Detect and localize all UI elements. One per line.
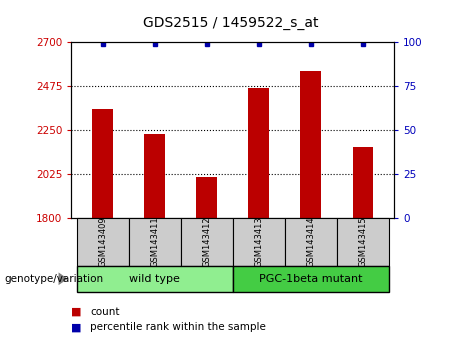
Text: GSM143412: GSM143412 bbox=[202, 216, 211, 267]
Bar bbox=[144, 134, 165, 218]
Text: genotype/variation: genotype/variation bbox=[5, 274, 104, 284]
Text: ■: ■ bbox=[71, 322, 82, 332]
Bar bbox=[233, 266, 389, 292]
Text: percentile rank within the sample: percentile rank within the sample bbox=[90, 322, 266, 332]
Polygon shape bbox=[59, 273, 68, 285]
Bar bbox=[129, 218, 181, 266]
Bar bbox=[301, 71, 321, 218]
Bar bbox=[353, 147, 373, 218]
Text: GSM143415: GSM143415 bbox=[358, 216, 367, 267]
Text: count: count bbox=[90, 307, 119, 316]
Bar bbox=[196, 177, 217, 218]
Text: ■: ■ bbox=[71, 307, 82, 316]
Text: GSM143409: GSM143409 bbox=[98, 216, 107, 267]
Text: GSM143414: GSM143414 bbox=[307, 216, 315, 267]
Bar bbox=[248, 88, 269, 218]
Bar bbox=[285, 218, 337, 266]
Bar bbox=[337, 218, 389, 266]
Bar bbox=[92, 109, 113, 218]
Text: PGC-1beta mutant: PGC-1beta mutant bbox=[259, 274, 363, 284]
Text: GDS2515 / 1459522_s_at: GDS2515 / 1459522_s_at bbox=[143, 16, 318, 30]
Bar bbox=[77, 266, 233, 292]
Text: GSM143411: GSM143411 bbox=[150, 216, 159, 267]
Text: GSM143413: GSM143413 bbox=[254, 216, 263, 267]
Bar bbox=[77, 218, 129, 266]
Text: wild type: wild type bbox=[129, 274, 180, 284]
Bar bbox=[181, 218, 233, 266]
Bar bbox=[233, 218, 285, 266]
